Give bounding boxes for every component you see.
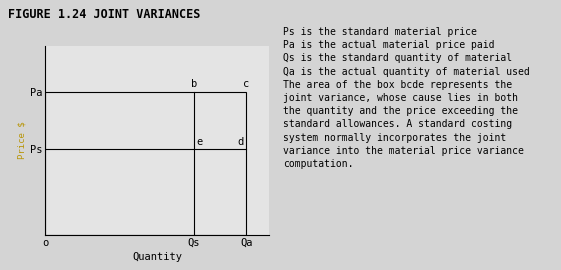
X-axis label: Quantity: Quantity <box>132 252 182 262</box>
Text: e: e <box>196 137 203 147</box>
Bar <box>45 92 246 235</box>
Text: b: b <box>191 79 197 89</box>
Text: Ps is the standard material price
Pa is the actual material price paid
Qs is the: Ps is the standard material price Pa is … <box>283 27 530 169</box>
Text: FIGURE 1.24 JOINT VARIANCES: FIGURE 1.24 JOINT VARIANCES <box>8 8 201 21</box>
Text: d: d <box>238 137 244 147</box>
Text: c: c <box>243 79 250 89</box>
Y-axis label: Price $: Price $ <box>18 122 27 159</box>
